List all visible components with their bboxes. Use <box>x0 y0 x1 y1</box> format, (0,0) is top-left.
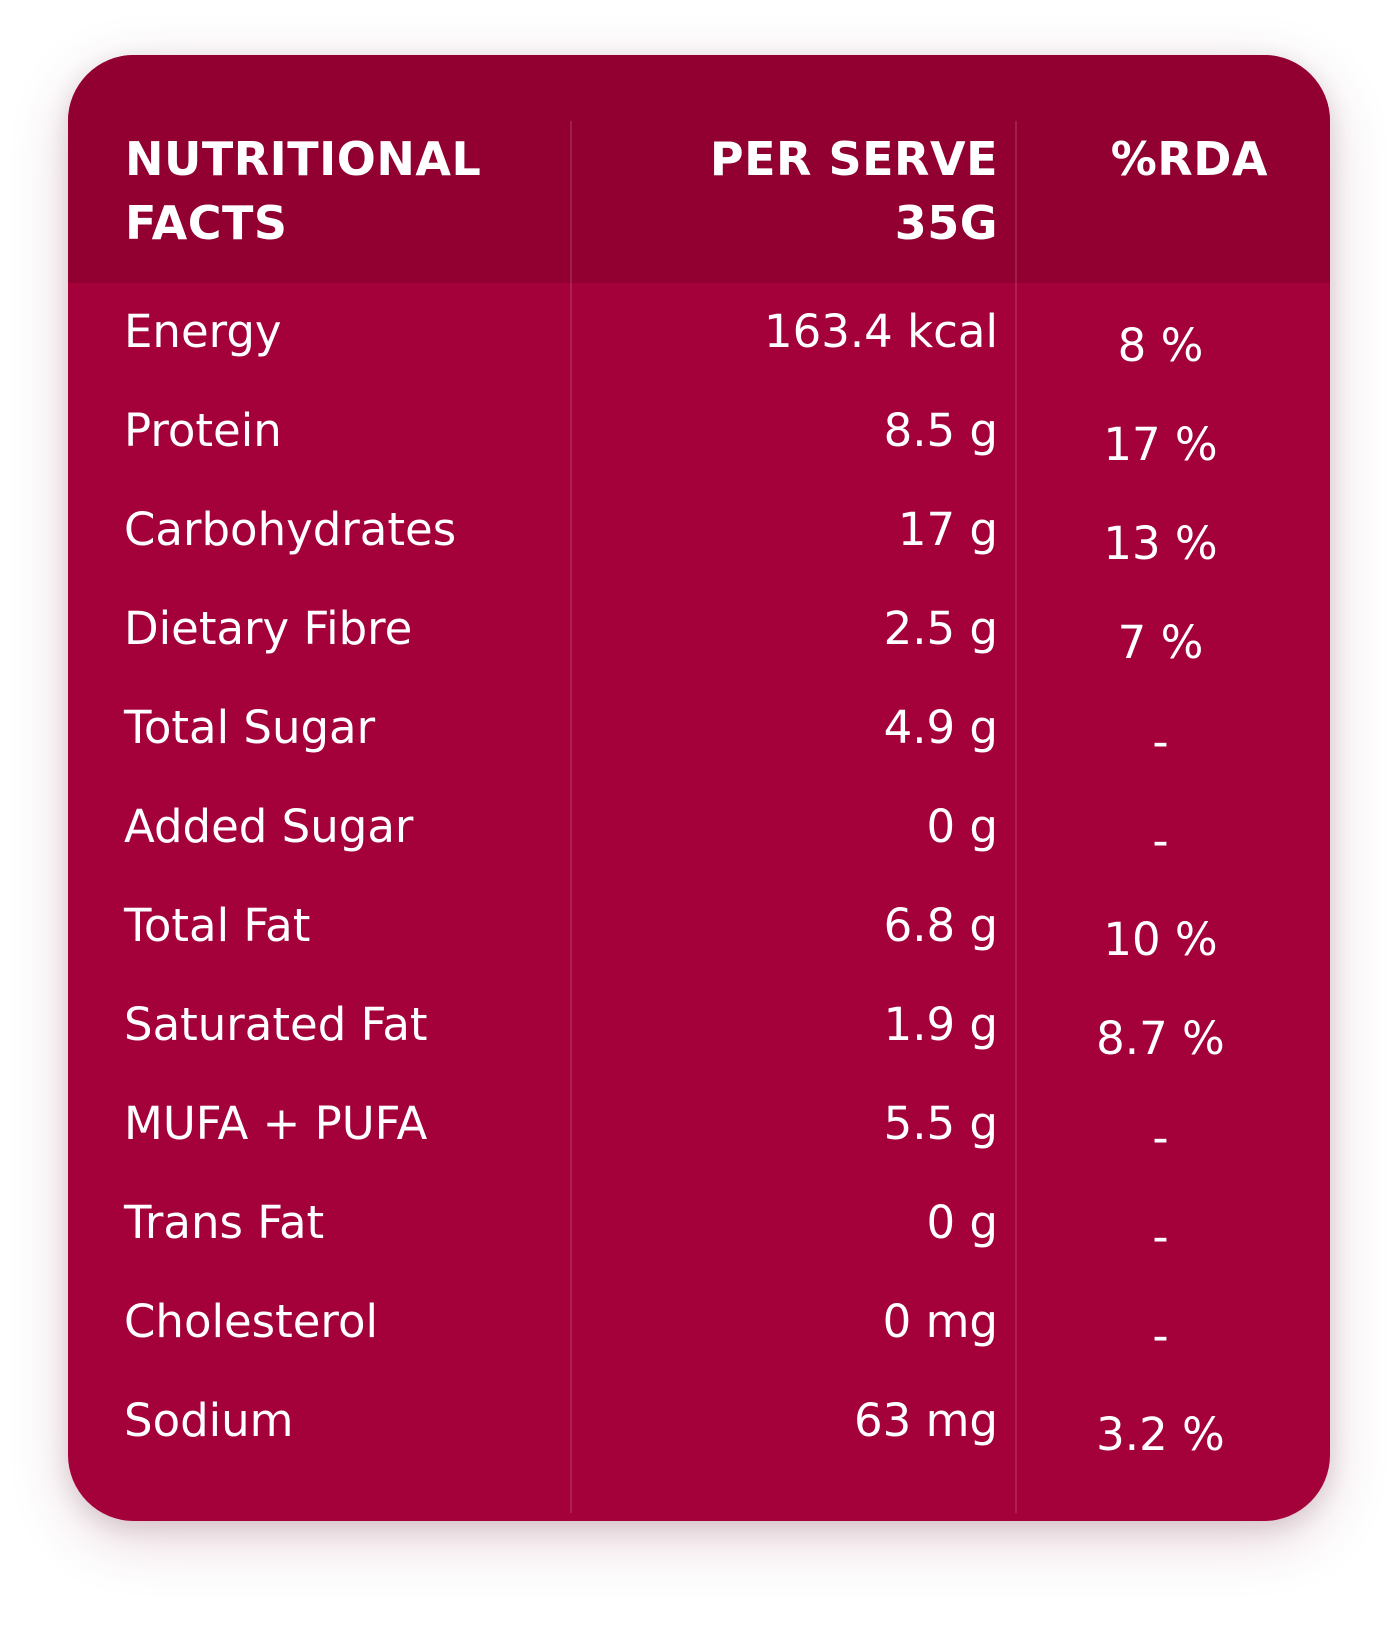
per-serve-value: 0 g <box>926 1196 999 1249</box>
per-serve-value: 63 mg <box>854 1394 998 1447</box>
rda-value: 8.7 % <box>1096 1012 1225 1065</box>
per-serve-value: 0 g <box>926 800 999 853</box>
nutrition-table-card: NUTRITIONAL FACTS PER SERVE 35G %RDA Ene… <box>68 55 1330 1521</box>
per-serve-value: 163.4 kcal <box>763 305 998 358</box>
nutrient-name: Sodium <box>124 1394 294 1447</box>
rda-value: - <box>1152 1111 1169 1164</box>
nutrient-name: Cholesterol <box>124 1295 378 1348</box>
table-row: Added Sugar 0 g - <box>68 786 1330 885</box>
per-serve-value: 2.5 g <box>883 602 998 655</box>
header-per-serve: PER SERVE 35G <box>588 127 998 255</box>
nutrient-name: Saturated Fat <box>124 998 428 1051</box>
rda-value: 17 % <box>1103 418 1218 471</box>
nutrient-name: Total Fat <box>124 899 311 952</box>
per-serve-value: 6.8 g <box>883 899 998 952</box>
nutrient-name: Protein <box>124 404 282 457</box>
nutrient-name: MUFA + PUFA <box>124 1097 428 1150</box>
nutrient-name: Dietary Fibre <box>124 602 413 655</box>
nutrient-name: Carbohydrates <box>124 503 457 556</box>
nutrient-name: Energy <box>124 305 282 358</box>
column-divider-1 <box>570 121 572 1513</box>
rda-value: - <box>1152 1210 1169 1263</box>
header-rda-line-1: %RDA <box>1110 132 1268 186</box>
table-row: Carbohydrates 17 g 13 % <box>68 489 1330 588</box>
per-serve-value: 0 mg <box>882 1295 998 1348</box>
rda-value: - <box>1152 715 1169 768</box>
column-divider-2 <box>1015 121 1017 1513</box>
table-row: Total Sugar 4.9 g - <box>68 687 1330 786</box>
table-row: Protein 8.5 g 17 % <box>68 390 1330 489</box>
table-row: Sodium 63 mg 3.2 % <box>68 1380 1330 1479</box>
table-row: Energy 163.4 kcal 8 % <box>68 291 1330 390</box>
rda-value: 7 % <box>1117 616 1204 669</box>
header-nutritional-facts: NUTRITIONAL FACTS <box>125 127 481 255</box>
per-serve-value: 4.9 g <box>883 701 998 754</box>
per-serve-value: 8.5 g <box>883 404 998 457</box>
table-row: Trans Fat 0 g - <box>68 1182 1330 1281</box>
rda-value: 3.2 % <box>1096 1408 1225 1461</box>
header-serve-line-2: 35G <box>894 196 998 250</box>
rda-value: 8 % <box>1117 319 1204 372</box>
header-name-line-2: FACTS <box>125 196 288 250</box>
nutrient-name: Total Sugar <box>124 701 376 754</box>
header-rda: %RDA <box>1034 127 1314 191</box>
rda-value: - <box>1152 1309 1169 1362</box>
per-serve-value: 5.5 g <box>883 1097 998 1150</box>
rda-value: 13 % <box>1103 517 1218 570</box>
header-serve-line-1: PER SERVE <box>709 132 998 186</box>
per-serve-value: 17 g <box>897 503 998 556</box>
table-row: Saturated Fat 1.9 g 8.7 % <box>68 984 1330 1083</box>
table-row: MUFA + PUFA 5.5 g - <box>68 1083 1330 1182</box>
table-header-band <box>68 55 1330 283</box>
per-serve-value: 1.9 g <box>883 998 998 1051</box>
nutrient-name: Added Sugar <box>124 800 414 853</box>
table-row: Total Fat 6.8 g 10 % <box>68 885 1330 984</box>
nutrition-rows: Energy 163.4 kcal 8 % Protein 8.5 g 17 %… <box>68 291 1330 1491</box>
header-name-line-1: NUTRITIONAL <box>125 132 482 186</box>
nutrient-name: Trans Fat <box>124 1196 325 1249</box>
rda-value: - <box>1152 814 1169 867</box>
table-row: Dietary Fibre 2.5 g 7 % <box>68 588 1330 687</box>
rda-value: 10 % <box>1103 913 1218 966</box>
table-row: Cholesterol 0 mg - <box>68 1281 1330 1380</box>
